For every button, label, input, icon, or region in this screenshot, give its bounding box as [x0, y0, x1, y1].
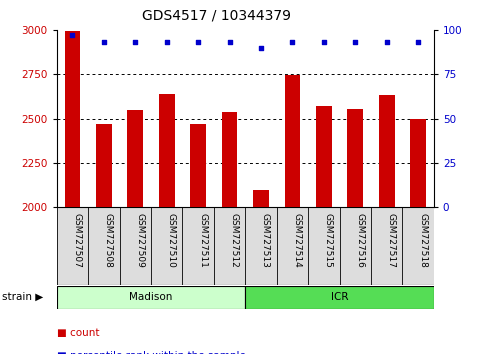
Bar — [253, 190, 269, 207]
Bar — [65, 31, 80, 207]
Text: ICR: ICR — [331, 292, 348, 302]
Bar — [96, 124, 112, 207]
Text: GSM727514: GSM727514 — [292, 213, 301, 268]
Text: GSM727511: GSM727511 — [198, 213, 207, 268]
Bar — [57, 286, 245, 309]
Text: ■ percentile rank within the sample: ■ percentile rank within the sample — [57, 352, 246, 354]
Point — [226, 40, 234, 45]
Bar — [222, 112, 238, 207]
Point — [383, 40, 390, 45]
Bar — [245, 286, 434, 309]
Text: ■ count: ■ count — [57, 329, 99, 338]
Bar — [379, 95, 394, 207]
Text: strain ▶: strain ▶ — [2, 292, 44, 302]
Point — [100, 40, 108, 45]
Point — [131, 40, 139, 45]
Text: GSM727507: GSM727507 — [72, 213, 81, 268]
Point — [288, 40, 296, 45]
Bar — [410, 119, 426, 207]
Text: GSM727517: GSM727517 — [387, 213, 396, 268]
Bar — [159, 94, 175, 207]
Text: GSM727509: GSM727509 — [135, 213, 144, 268]
Bar — [284, 75, 300, 207]
Text: GSM727518: GSM727518 — [418, 213, 427, 268]
Text: GDS4517 / 10344379: GDS4517 / 10344379 — [142, 9, 291, 23]
Point — [194, 40, 202, 45]
Text: GSM727513: GSM727513 — [261, 213, 270, 268]
Text: Madison: Madison — [129, 292, 173, 302]
Text: GSM727508: GSM727508 — [104, 213, 113, 268]
Bar — [316, 106, 332, 207]
Point — [163, 40, 171, 45]
Text: GSM727515: GSM727515 — [324, 213, 333, 268]
Bar — [127, 110, 143, 207]
Bar — [190, 124, 206, 207]
Point — [257, 45, 265, 51]
Point — [352, 40, 359, 45]
Point — [414, 40, 422, 45]
Bar — [348, 109, 363, 207]
Text: GSM727510: GSM727510 — [167, 213, 176, 268]
Text: GSM727512: GSM727512 — [230, 213, 239, 268]
Text: GSM727516: GSM727516 — [355, 213, 364, 268]
Point — [320, 40, 328, 45]
Point — [69, 33, 76, 38]
